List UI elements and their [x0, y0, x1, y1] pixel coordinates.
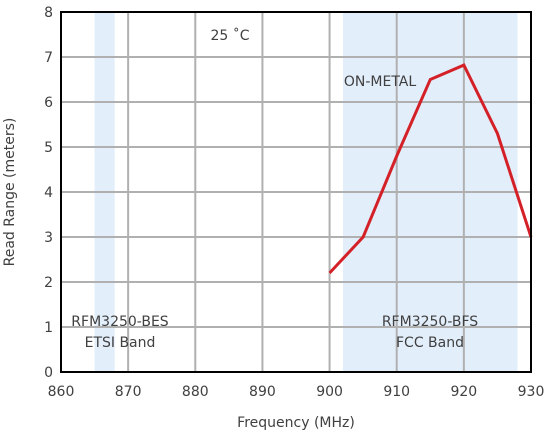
y-tick-7: 7 [44, 50, 53, 66]
x-tick-890: 890 [249, 384, 276, 400]
x-tick-930: 930 [518, 384, 544, 400]
y-tick-6: 6 [44, 95, 53, 111]
x-tick-870: 870 [115, 384, 142, 400]
x-tick-880: 880 [182, 384, 209, 400]
x-tick-910: 910 [383, 384, 410, 400]
x-tick-920: 920 [450, 384, 477, 400]
x-tick-900: 900 [316, 384, 343, 400]
band-2-label-line1: RFM3250-BFS [382, 314, 478, 330]
temperature-label: 25 ˚C [210, 27, 249, 44]
band-2-label-line2: FCC Band [396, 335, 464, 351]
y-axis-label: Read Range (meters) [2, 118, 18, 267]
x-axis-label: Frequency (MHz) [237, 415, 355, 431]
grid-lines [61, 12, 531, 372]
y-tick-4: 4 [44, 185, 53, 201]
band-1-label-line1: RFM3250-BES [71, 314, 168, 330]
band-1-label-line2: ETSI Band [85, 335, 156, 351]
y-tick-0: 0 [44, 365, 53, 381]
y-tick-labels: 0 1 2 3 4 5 6 7 8 [44, 5, 53, 381]
x-tick-labels: 860 870 880 890 900 910 920 930 [48, 384, 544, 400]
y-tick-8: 8 [44, 5, 53, 21]
y-tick-2: 2 [44, 275, 53, 291]
series-label: ON-METAL [344, 74, 417, 90]
y-tick-1: 1 [44, 320, 53, 336]
x-tick-860: 860 [48, 384, 75, 400]
y-tick-3: 3 [44, 230, 53, 246]
plot-frame [60, 11, 532, 373]
y-tick-5: 5 [44, 140, 53, 156]
